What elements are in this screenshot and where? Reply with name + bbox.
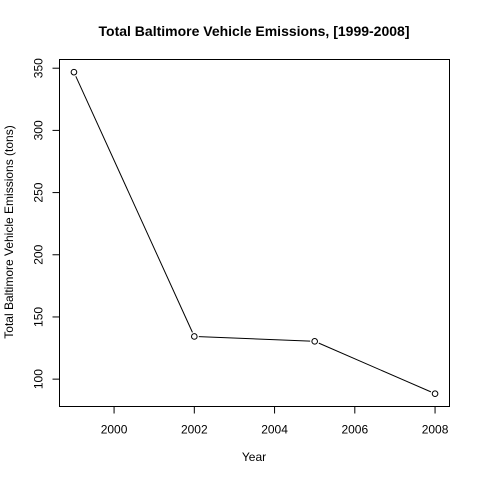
y-tick-label: 300	[32, 120, 46, 140]
x-tick-label: 2004	[261, 423, 288, 437]
series-line-segment	[198, 336, 311, 342]
x-tick-label: 2006	[341, 423, 368, 437]
x-tick-label: 2008	[422, 423, 449, 437]
y-axis: 100 150 200 250 300 350	[32, 58, 60, 389]
y-tick-label: 150	[32, 307, 46, 327]
y-tick-label: 250	[32, 182, 46, 202]
x-axis: 2000 2002 2004 2006 2008	[101, 406, 449, 437]
y-tick-label: 100	[32, 369, 46, 389]
x-axis-label: Year	[242, 450, 266, 464]
y-tick-label: 200	[32, 244, 46, 264]
data-point	[191, 333, 198, 340]
y-axis-label: Total Baltimore Vehicle Emissions (tons)	[2, 125, 16, 338]
series-line-segment	[318, 342, 432, 393]
data-point	[311, 338, 318, 345]
plot-area-frame	[59, 59, 450, 407]
x-tick-label: 2002	[181, 423, 208, 437]
y-tick-label: 350	[32, 58, 46, 78]
series-line-segment	[75, 76, 193, 333]
data-point	[431, 390, 439, 397]
data-point	[70, 68, 78, 76]
x-tick-label: 2000	[101, 423, 128, 437]
series-layer	[70, 68, 439, 397]
chart-title: Total Baltimore Vehicle Emissions, [1999…	[99, 23, 410, 39]
